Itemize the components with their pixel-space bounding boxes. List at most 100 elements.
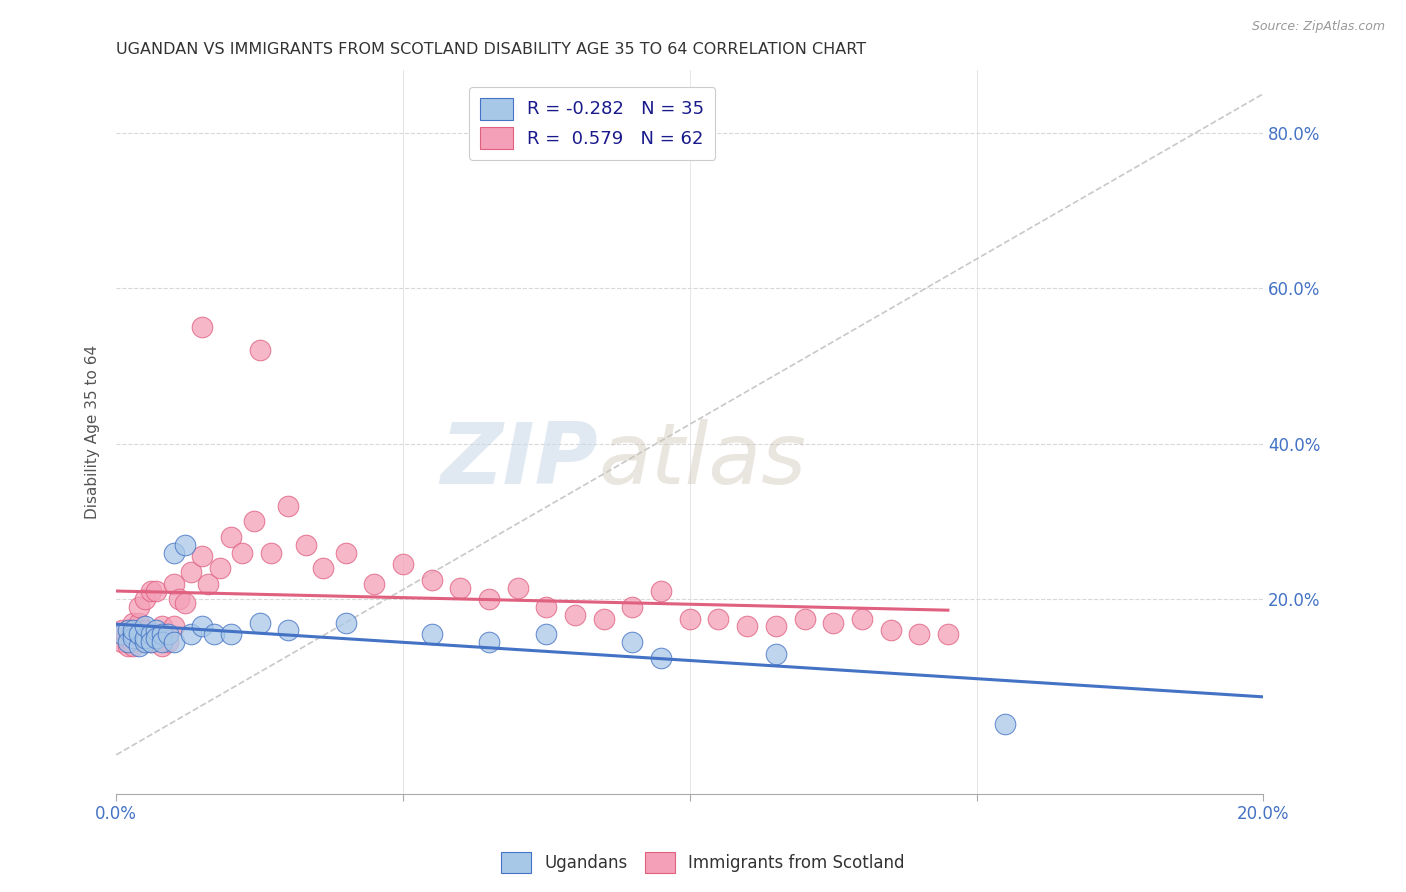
Point: [122, 627, 145, 641]
Point: [851, 612, 873, 626]
Legend: R = -0.282   N = 35, R =  0.579   N = 62: R = -0.282 N = 35, R = 0.579 N = 62: [470, 87, 716, 160]
Point: [191, 320, 214, 334]
Point: [174, 596, 197, 610]
Point: [145, 627, 167, 641]
Point: [277, 499, 299, 513]
Point: [128, 639, 150, 653]
Point: [150, 627, 173, 641]
Point: [122, 631, 145, 645]
Point: [277, 624, 299, 638]
Point: [823, 615, 845, 630]
Point: [765, 619, 787, 633]
Point: [564, 607, 586, 622]
Point: [478, 635, 501, 649]
Point: [122, 639, 145, 653]
Point: [679, 612, 702, 626]
Point: [621, 600, 644, 615]
Point: [249, 615, 271, 630]
Point: [128, 631, 150, 645]
Point: [650, 650, 672, 665]
Text: atlas: atlas: [598, 419, 806, 502]
Point: [162, 545, 184, 559]
Point: [191, 549, 214, 564]
Point: [765, 647, 787, 661]
Point: [117, 639, 139, 653]
Point: [134, 624, 156, 638]
Point: [134, 592, 156, 607]
Point: [936, 627, 959, 641]
Point: [536, 600, 558, 615]
Point: [139, 627, 162, 641]
Point: [478, 592, 501, 607]
Point: [117, 635, 139, 649]
Point: [392, 558, 415, 572]
Point: [249, 343, 271, 358]
Point: [117, 624, 139, 638]
Point: [162, 576, 184, 591]
Point: [122, 624, 145, 638]
Point: [650, 584, 672, 599]
Point: [592, 612, 614, 626]
Point: [134, 635, 156, 649]
Point: [294, 538, 316, 552]
Point: [139, 584, 162, 599]
Point: [128, 600, 150, 615]
Point: [111, 635, 134, 649]
Point: [197, 576, 219, 591]
Point: [122, 615, 145, 630]
Point: [908, 627, 931, 641]
Point: [219, 627, 242, 641]
Point: [139, 635, 162, 649]
Point: [162, 619, 184, 633]
Point: [735, 619, 758, 633]
Point: [150, 619, 173, 633]
Point: [174, 538, 197, 552]
Point: [879, 624, 901, 638]
Point: [128, 615, 150, 630]
Point: [506, 581, 529, 595]
Point: [128, 627, 150, 641]
Point: [117, 631, 139, 645]
Point: [449, 581, 471, 595]
Point: [180, 627, 202, 641]
Point: [243, 515, 266, 529]
Point: [707, 612, 730, 626]
Point: [145, 584, 167, 599]
Point: [122, 624, 145, 638]
Point: [208, 561, 231, 575]
Point: [169, 592, 191, 607]
Point: [219, 530, 242, 544]
Text: Source: ZipAtlas.com: Source: ZipAtlas.com: [1251, 20, 1385, 33]
Point: [156, 627, 179, 641]
Point: [150, 635, 173, 649]
Point: [312, 561, 335, 575]
Point: [420, 627, 443, 641]
Point: [134, 619, 156, 633]
Point: [134, 631, 156, 645]
Point: [111, 627, 134, 641]
Point: [134, 635, 156, 649]
Point: [145, 631, 167, 645]
Point: [621, 635, 644, 649]
Point: [363, 576, 385, 591]
Point: [145, 624, 167, 638]
Text: UGANDAN VS IMMIGRANTS FROM SCOTLAND DISABILITY AGE 35 TO 64 CORRELATION CHART: UGANDAN VS IMMIGRANTS FROM SCOTLAND DISA…: [117, 42, 866, 57]
Point: [420, 573, 443, 587]
Text: ZIP: ZIP: [440, 419, 598, 502]
Point: [150, 639, 173, 653]
Point: [139, 635, 162, 649]
Legend: Ugandans, Immigrants from Scotland: Ugandans, Immigrants from Scotland: [495, 846, 911, 880]
Point: [335, 615, 357, 630]
Point: [202, 627, 225, 641]
Point: [162, 635, 184, 649]
Point: [180, 565, 202, 579]
Point: [260, 545, 283, 559]
Point: [156, 635, 179, 649]
Y-axis label: Disability Age 35 to 64: Disability Age 35 to 64: [86, 345, 100, 519]
Point: [994, 716, 1017, 731]
Point: [231, 545, 253, 559]
Point: [536, 627, 558, 641]
Point: [122, 631, 145, 645]
Point: [191, 619, 214, 633]
Point: [139, 631, 162, 645]
